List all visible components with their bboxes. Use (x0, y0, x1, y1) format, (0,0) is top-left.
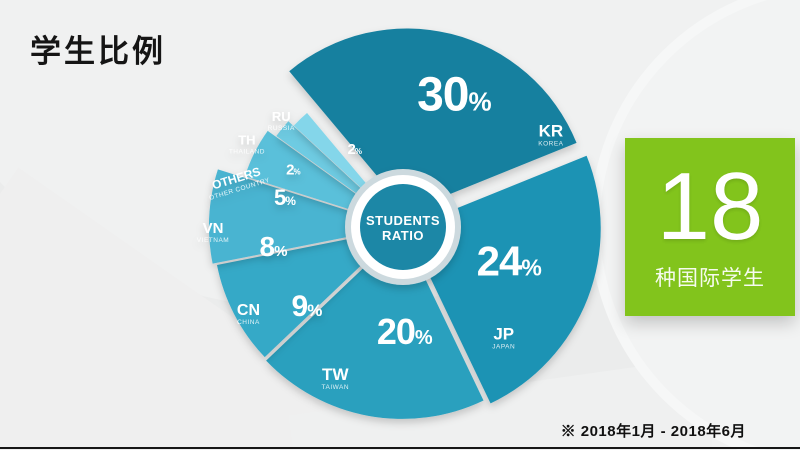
pie-slice-tw: 20% TW TAIWAN (266, 230, 484, 419)
slice-label-jp: JP JAPAN (492, 324, 515, 350)
stat-label: 种国际学生 (655, 266, 765, 290)
stat-value: 18 (656, 153, 764, 260)
slice-percent-others: 5% (274, 185, 296, 210)
slice-percent-kr: 30% (417, 68, 491, 121)
slice-label-ru: RU RUSSIA (268, 109, 295, 132)
slice-label-th: TH THAILAND (229, 132, 265, 155)
slice-label-kr: KR KOREA (538, 121, 563, 147)
slice-percent-cn: 9% (292, 290, 323, 323)
pie-slice-cn: 9% CN CHINA (216, 228, 400, 358)
page-title: 学生比例 (30, 34, 166, 69)
pie-slice-vn: 8% VN VIETNAM (197, 169, 400, 264)
slice-percent-vn: 8% (260, 231, 288, 262)
stat-card: 18 种国际学生 (625, 138, 795, 316)
slice-label-cn: CN CHINA (237, 302, 260, 326)
bottom-bar (0, 447, 800, 449)
slice-percent-th: 2% (286, 161, 300, 178)
slice-label-tw: TW TAIWAN (321, 365, 349, 391)
footnote: ※ 2018年1月 - 2018年6月 (560, 423, 746, 440)
slice-percent-tw: 20% (377, 311, 433, 352)
slice-percent-ru: 2% (348, 141, 362, 158)
pie-center-title: STUDENTS RATIO (366, 213, 440, 243)
pie-slice-kr: 30% KR KOREA (289, 28, 577, 212)
slice-percent-jp: 24% (477, 237, 542, 284)
pie-center-hub: STUDENTS RATIO (345, 169, 461, 285)
slice-label-vn: VN VIETNAM (197, 220, 229, 244)
